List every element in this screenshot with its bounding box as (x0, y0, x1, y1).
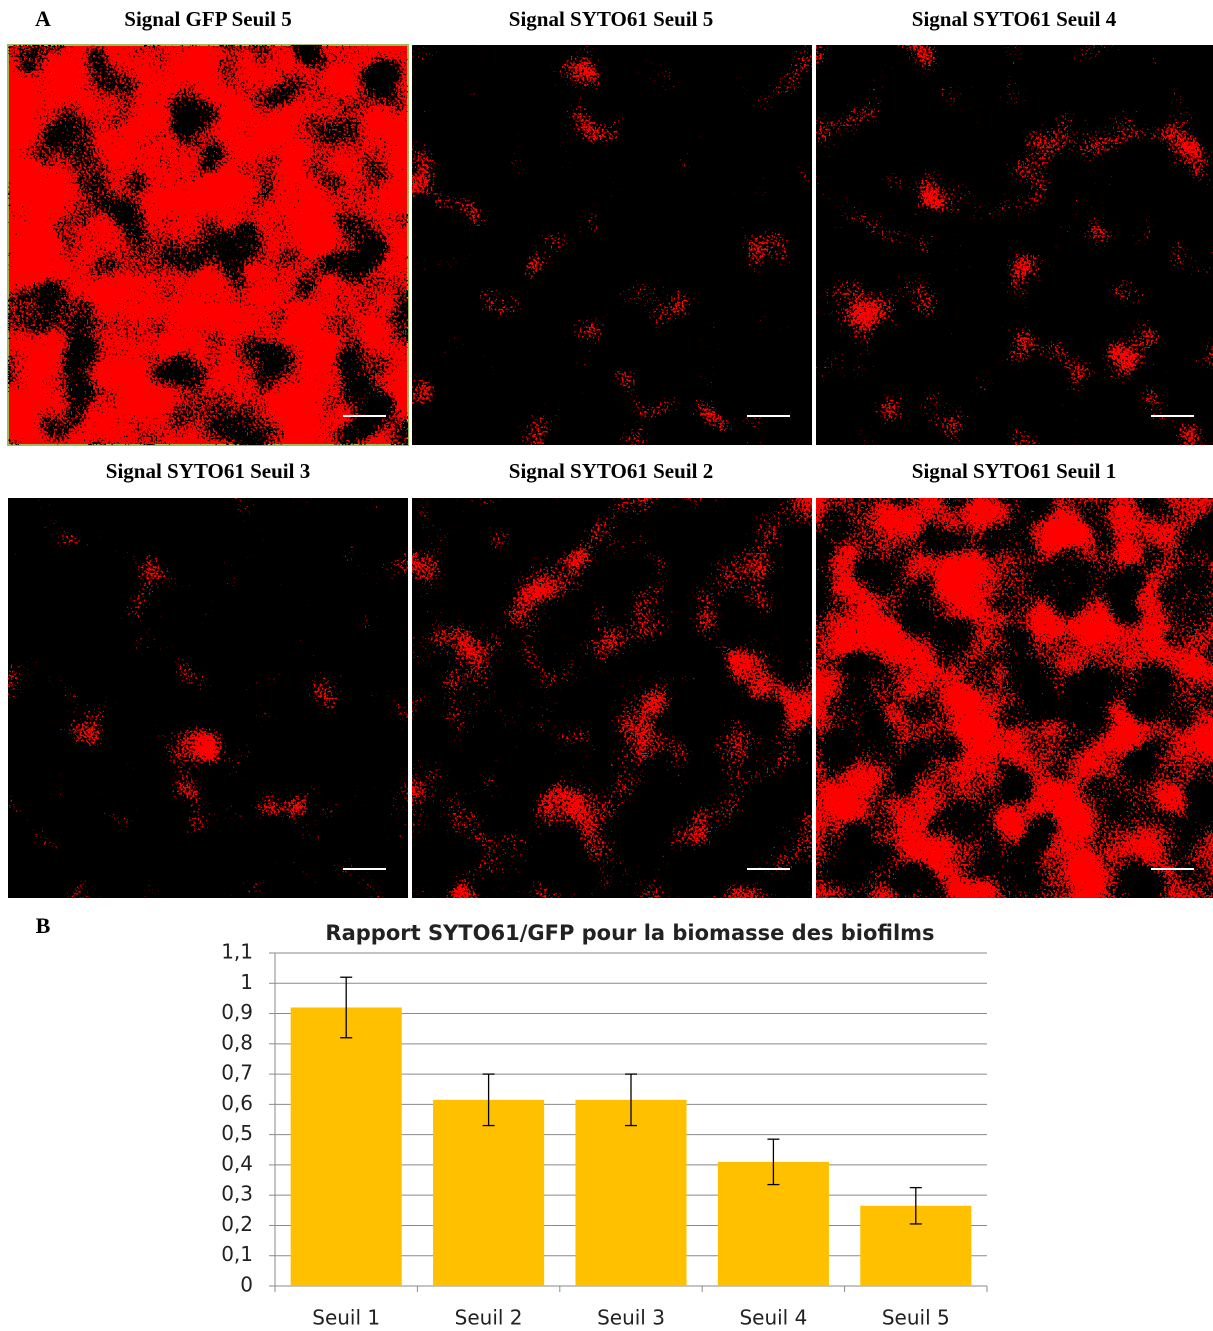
y-tick-label: 1,1 (221, 940, 253, 964)
image-title: Signal SYTO61 Seuil 2 (509, 459, 713, 483)
image-title: Signal SYTO61 Seuil 3 (106, 459, 310, 483)
y-tick-label: 0,6 (221, 1091, 253, 1115)
y-tick-label: 0,4 (221, 1151, 253, 1175)
y-tick-label: 0,9 (221, 1000, 253, 1024)
micrograph-texture (816, 498, 1213, 898)
y-tick-label: 0,1 (221, 1242, 253, 1266)
x-tick-label: Seuil 1 (312, 1306, 380, 1330)
error-bar (340, 976, 353, 1039)
y-tick-label: 0,2 (221, 1212, 253, 1236)
micrograph-texture (816, 45, 1213, 445)
x-tick-label: Seuil 3 (597, 1306, 665, 1330)
y-tick-label: 0,8 (221, 1030, 253, 1054)
micrograph-texture (412, 498, 812, 898)
panel-label: A (35, 6, 51, 31)
image-title: Signal GFP Seuil 5 (124, 7, 291, 31)
y-tick-label: 1 (240, 970, 253, 994)
bar (575, 1099, 687, 1286)
panel-label: B (36, 913, 51, 938)
x-tick-label: Seuil 4 (739, 1306, 807, 1330)
error-bar (909, 1186, 922, 1225)
bar (433, 1099, 545, 1286)
x-tick-label: Seuil 2 (455, 1306, 523, 1330)
error-bar (625, 1073, 637, 1127)
image-title: Signal SYTO61 Seuil 1 (912, 459, 1116, 483)
error-bar (482, 1073, 495, 1127)
micrograph-texture (8, 498, 408, 898)
image-title: Signal SYTO61 Seuil 4 (912, 7, 1117, 31)
y-tick-label: 0,3 (221, 1182, 253, 1206)
micrograph-texture (8, 45, 408, 445)
y-tick-label: 0,5 (221, 1121, 253, 1145)
y-tick-label: 0 (240, 1273, 253, 1297)
x-tick-label: Seuil 5 (882, 1306, 950, 1330)
error-bar (767, 1138, 780, 1186)
chart-title: Rapport SYTO61/GFP pour la biomasse des … (325, 921, 934, 945)
y-tick-label: 0,7 (221, 1061, 253, 1085)
bar (290, 1007, 402, 1286)
image-title: Signal SYTO61 Seuil 5 (509, 7, 713, 31)
micrograph-texture (412, 45, 812, 445)
